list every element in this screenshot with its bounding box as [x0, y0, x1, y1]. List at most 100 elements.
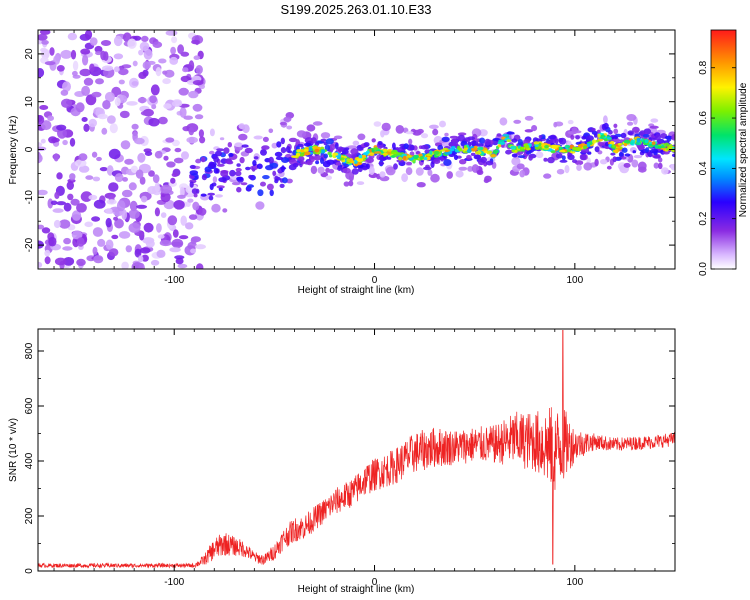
spectrogram-cell: [261, 145, 270, 150]
spectrogram-cell: [126, 101, 138, 106]
spectrogram-cell: [671, 148, 675, 153]
spectrogram-cell: [178, 87, 189, 96]
spectrogram-cell: [564, 165, 570, 174]
spectrogram-cell: [600, 159, 608, 165]
spectrogram-cell: [418, 153, 423, 157]
spectrogram-cell: [351, 168, 359, 175]
spectrogram-cell: [156, 249, 166, 258]
spectrogram-cell: [467, 136, 476, 141]
spectrogram-cell: [50, 200, 58, 206]
spectrogram-cell: [543, 147, 550, 151]
spectrogram-cell: [613, 128, 619, 135]
spectrogram-cell: [401, 153, 408, 158]
spectrogram-cell: [497, 141, 502, 145]
spectrogram-cell: [395, 124, 404, 134]
spectrogram-cell: [354, 161, 358, 164]
spectrogram-cell: [131, 123, 139, 130]
spectrogram-cell: [138, 263, 145, 269]
spectrogram-cell: [348, 180, 354, 187]
spectrogram-cell: [40, 138, 46, 144]
spectrogram-cell: [597, 133, 601, 138]
snr-x-axis: -100 0 100: [53, 329, 676, 588]
spectrogram-cell: [171, 36, 178, 44]
y-tick-label: 400: [24, 452, 35, 469]
spectrogram-cell: [446, 171, 454, 179]
spectrogram-cell: [382, 148, 388, 153]
spectrogram-cell: [458, 166, 468, 171]
spectrogram-cell: [227, 142, 232, 148]
spectrogram-cell: [114, 97, 121, 107]
spectrogram-cell: [390, 152, 397, 155]
spectrogram-cell: [496, 133, 502, 137]
spectrogram-cell: [118, 79, 125, 85]
spectrogram-cell: [212, 176, 218, 183]
spectrogram-cell: [173, 200, 185, 210]
spectrogram-cell: [75, 102, 85, 113]
x-tick-label: 0: [372, 577, 378, 588]
spectrogram-cell: [645, 147, 650, 153]
spectrogram-cell: [113, 35, 123, 47]
spectrogram-cell: [89, 37, 98, 46]
spectrogram-cell: [635, 141, 642, 146]
spectrogram-cell: [143, 222, 154, 233]
spectrogram-cell: [637, 144, 645, 151]
spectrogram-cell: [92, 227, 103, 237]
spectrogram-cell: [130, 165, 138, 173]
spectrogram-cell: [231, 182, 241, 186]
spectrogram-cell: [664, 142, 670, 147]
spectrogram-cell: [67, 32, 78, 41]
spectrogram-cell: [276, 141, 282, 148]
spectrogram-cell: [467, 166, 474, 172]
spectrogram-cell: [151, 104, 157, 110]
spectrogram-cell: [623, 143, 628, 147]
spectrogram-cell: [423, 156, 428, 161]
spectrogram-cell: [581, 136, 587, 140]
spectrogram-cell: [236, 163, 241, 167]
spectrogram-cell: [148, 170, 155, 177]
spectrogram-cell: [186, 136, 198, 144]
spectrogram-cell: [191, 188, 198, 195]
spectrogram-cell: [193, 193, 198, 198]
spectrogram-cell: [524, 144, 530, 149]
spectrogram-cell: [51, 137, 60, 143]
spectrogram-cell: [265, 165, 274, 171]
spectrogram-cell: [228, 152, 234, 157]
spectrogram-cell: [260, 149, 267, 156]
spectrogram-cell: [497, 144, 502, 148]
spectrogram-cell: [253, 156, 259, 160]
spectrogram-cell: [182, 67, 189, 73]
spectrogram-cell: [188, 90, 199, 99]
spectrogram-cell: [160, 184, 173, 194]
spectrogram-cell: [122, 177, 128, 182]
spectrogram-cell: [76, 258, 86, 266]
spectrogram-cell: [74, 159, 87, 167]
spectrogram-cell: [62, 139, 68, 146]
spectrogram-cell: [169, 56, 179, 65]
spectrogram-cell: [363, 142, 370, 147]
spectrogram-cell: [449, 135, 459, 139]
spectrogram-cell: [97, 113, 108, 120]
spectrogram-cell: [188, 214, 198, 220]
spectrogram-cell: [506, 139, 512, 143]
spectrogram-cell: [661, 167, 669, 175]
spectrogram-cell: [248, 174, 253, 179]
spectrogram-cell: [72, 70, 78, 77]
spectrogram-cell: [229, 169, 236, 177]
spectrogram-cell: [69, 137, 76, 147]
spectrogram-cell: [405, 131, 414, 135]
spectrogram-cell: [356, 181, 365, 186]
spectrogram-cell: [136, 204, 148, 209]
spectrogram-cell: [181, 151, 189, 160]
spectrogram-cell: [148, 117, 160, 127]
spectrogram-cell: [346, 158, 350, 162]
spectrogram-cell: [386, 156, 392, 160]
spectrogram-cell: [171, 100, 183, 107]
spectrogram-cell: [665, 147, 670, 151]
spectrogram-cell: [53, 219, 61, 229]
spectrogram-cell: [178, 235, 189, 240]
spectrogram-cell: [159, 239, 172, 247]
spectrogram-cell: [347, 145, 358, 150]
spectrogram-cell: [308, 147, 312, 152]
spectrogram-cell: [337, 166, 343, 172]
